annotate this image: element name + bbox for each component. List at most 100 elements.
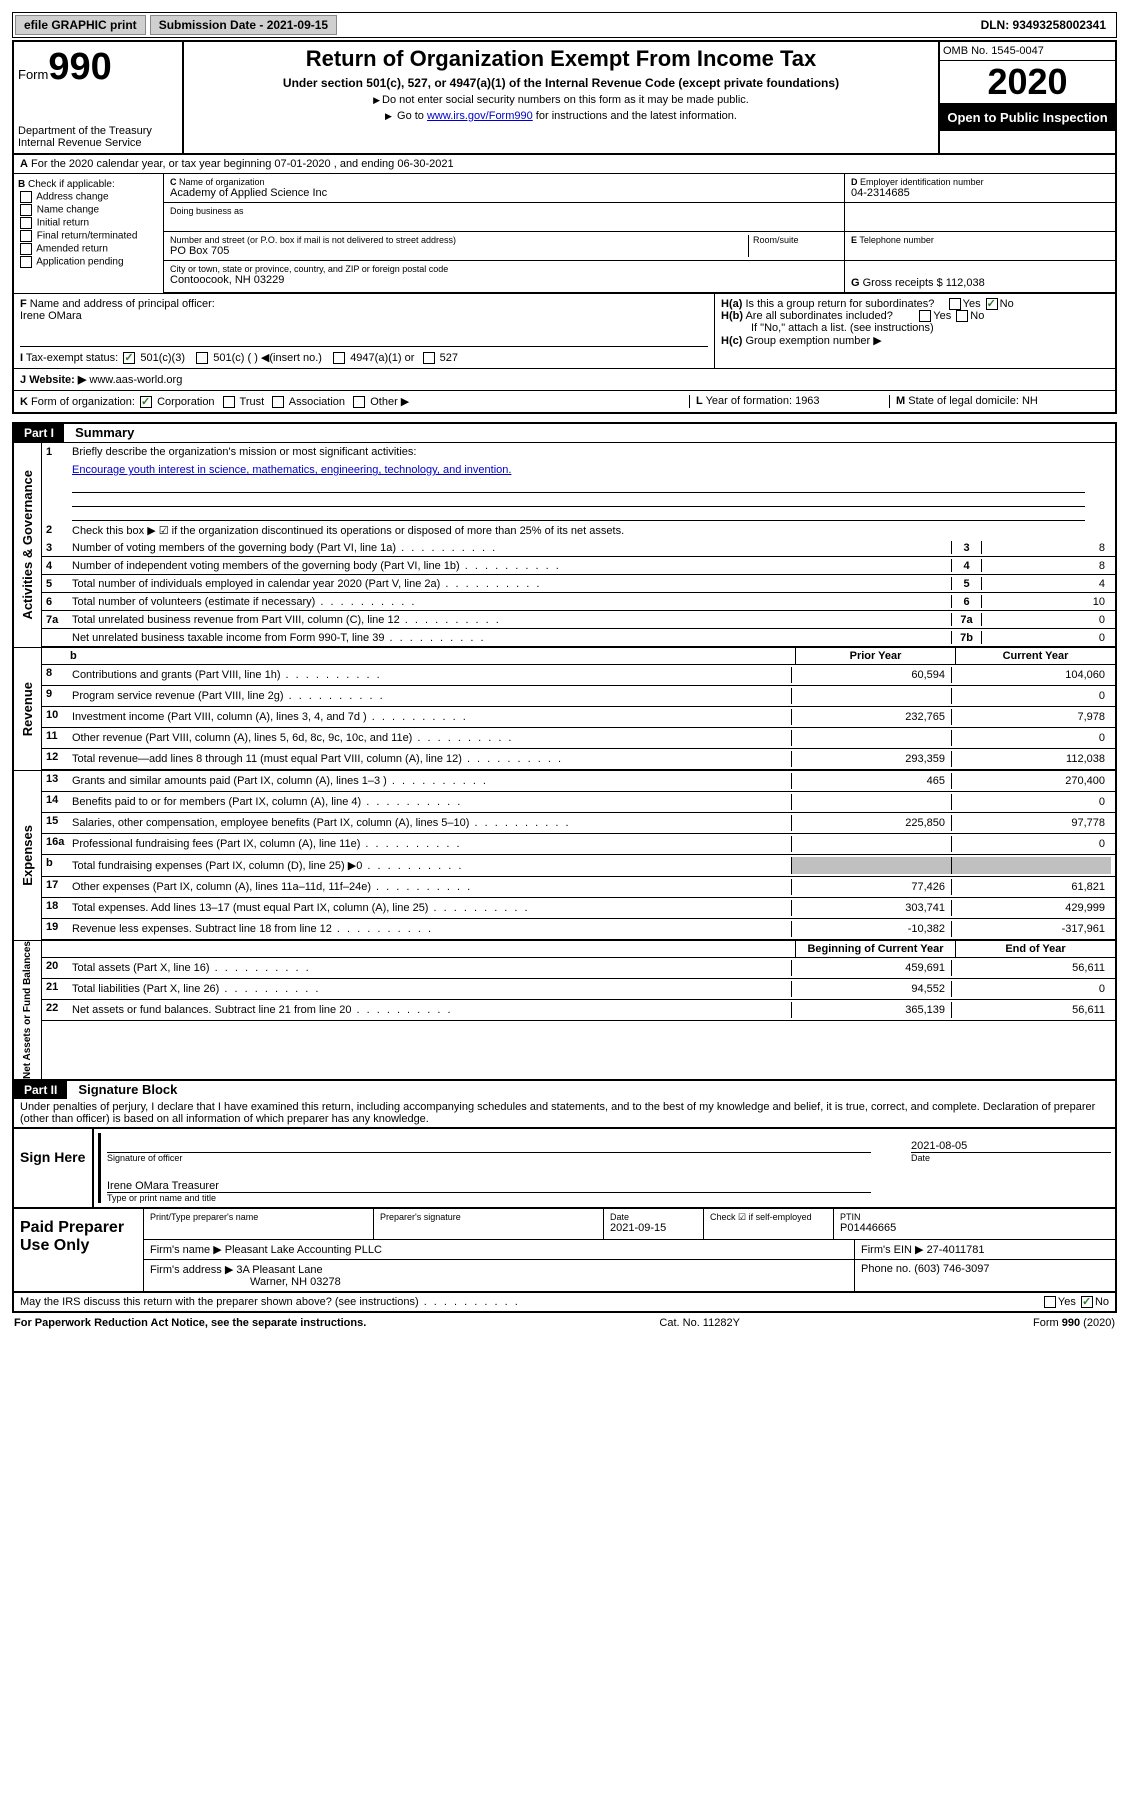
prep-date: 2021-09-15 [610, 1222, 697, 1234]
hdr-begin: Beginning of Current Year [795, 941, 955, 957]
cb-discuss-yes[interactable] [1044, 1296, 1056, 1308]
form-header: Form990 Department of the Treasury Inter… [12, 40, 1117, 155]
checkbox-amended[interactable] [20, 243, 32, 255]
box-b-header: Check if applicable: [28, 179, 115, 190]
footer: For Paperwork Reduction Act Notice, see … [12, 1313, 1117, 1333]
tax-year: 2020 [940, 61, 1115, 104]
hdr-end: End of Year [955, 941, 1115, 957]
cb-4947[interactable] [333, 352, 345, 364]
street-value: PO Box 705 [170, 245, 748, 257]
hdr-current: Current Year [955, 648, 1115, 664]
irs-link[interactable]: www.irs.gov/Form990 [427, 110, 533, 122]
b-opt-4: Amended return [36, 244, 108, 255]
line1-label: Briefly describe the organization's miss… [72, 446, 1111, 458]
checkbox-address[interactable] [20, 191, 32, 203]
l-label: Year of formation: 1963 [706, 395, 820, 407]
ptin-label: PTIN [840, 1212, 1109, 1222]
cb-501c3[interactable] [123, 352, 135, 364]
footer-left: For Paperwork Reduction Act Notice, see … [14, 1317, 366, 1329]
cb-ha-no[interactable] [986, 298, 998, 310]
i-opt-1: 501(c) ( ) ◀(insert no.) [213, 352, 322, 364]
side-assets: Net Assets or Fund Balances [22, 941, 33, 1079]
row-j: J Website: ▶ www.aas-world.org [12, 369, 1117, 391]
room-label: Room/suite [753, 235, 838, 245]
checkbox-name[interactable] [20, 204, 32, 216]
gross-receipts: Gross receipts $ 112,038 [863, 277, 985, 289]
link-note: Go to www.irs.gov/Form990 for instructio… [188, 110, 934, 122]
prep-name-label: Print/Type preparer's name [150, 1212, 367, 1222]
cb-501c[interactable] [196, 352, 208, 364]
efile-button[interactable]: efile GRAPHIC print [15, 15, 146, 35]
row-k: K Form of organization: Corporation Trus… [12, 391, 1117, 414]
assets-section: Net Assets or Fund Balances Beginning of… [12, 940, 1117, 1081]
side-governance: Activities & Governance [20, 470, 35, 620]
footer-mid: Cat. No. 11282Y [659, 1317, 740, 1329]
sign-label: Sign Here [14, 1129, 94, 1207]
prep-date-label: Date [610, 1212, 697, 1222]
firm-ein-label: Firm's EIN ▶ [861, 1244, 924, 1256]
hb-yes: Yes [933, 310, 951, 322]
cb-ha-yes[interactable] [949, 298, 961, 310]
b-opt-0: Address change [36, 192, 108, 203]
k-opt-1: Trust [240, 396, 265, 408]
prep-sig-label: Preparer's signature [380, 1212, 597, 1222]
ha-no: No [1000, 298, 1014, 310]
j-label: Website: ▶ [29, 374, 86, 386]
form-number: 990 [48, 46, 111, 88]
top-bar: efile GRAPHIC print Submission Date - 20… [12, 12, 1117, 38]
firm-name: Pleasant Lake Accounting PLLC [225, 1244, 382, 1256]
form-label: Form [18, 67, 48, 82]
row-a-text: For the 2020 calendar year, or tax year … [31, 158, 454, 170]
section-bcd: B Check if applicable: Address change Na… [12, 174, 1117, 293]
hdr-prior: Prior Year [795, 648, 955, 664]
checkbox-final[interactable] [20, 230, 32, 242]
sign-block: Sign Here Signature of officer Irene OMa… [12, 1127, 1117, 1209]
expenses-section: Expenses 13Grants and similar amounts pa… [12, 770, 1117, 940]
b-opt-2: Initial return [37, 218, 89, 229]
sig-name: Irene OMara Treasurer [107, 1180, 219, 1192]
side-revenue: Revenue [20, 682, 35, 736]
note2-pre: Go to [397, 110, 427, 122]
row-fgh: F Name and address of principal officer:… [12, 293, 1117, 369]
form-title: Return of Organization Exempt From Incom… [188, 46, 934, 72]
ha-yes: Yes [963, 298, 981, 310]
dba-label: Doing business as [170, 206, 838, 216]
firm-addr1: 3A Pleasant Lane [236, 1264, 322, 1276]
prep-check-label: Check ☑ if self-employed [710, 1212, 827, 1223]
cb-hb-yes[interactable] [919, 310, 931, 322]
firm-name-label: Firm's name ▶ [150, 1244, 222, 1256]
city-value: Contoocook, NH 03229 [170, 274, 838, 286]
checkbox-pending[interactable] [20, 256, 32, 268]
sig-date: 2021-08-05 [911, 1140, 967, 1152]
part2-header-row: Part II Signature Block [12, 1081, 1117, 1099]
b-opt-3: Final return/terminated [37, 231, 138, 242]
street-label: Number and street (or P.O. box if mail i… [170, 235, 748, 245]
hc-label: Group exemption number ▶ [745, 335, 881, 347]
cb-other[interactable] [353, 396, 365, 408]
inspection-label: Open to Public Inspection [940, 104, 1115, 131]
cb-trust[interactable] [223, 396, 235, 408]
i-opt-2: 4947(a)(1) or [350, 352, 414, 364]
discuss-text: May the IRS discuss this return with the… [20, 1296, 1042, 1308]
ein-value: 04-2314685 [851, 187, 1109, 199]
b-opt-1: Name change [37, 205, 99, 216]
revenue-section: Revenue bPrior YearCurrent Year 8Contrib… [12, 647, 1117, 770]
cb-527[interactable] [423, 352, 435, 364]
f-label: Name and address of principal officer: [30, 298, 215, 310]
d-ein-label: Employer identification number [860, 177, 984, 187]
part1-badge: Part I [14, 424, 64, 442]
k-label: Form of organization: [31, 396, 135, 408]
cb-assoc[interactable] [272, 396, 284, 408]
preparer-block: Paid Preparer Use Only Print/Type prepar… [12, 1209, 1117, 1293]
part1-header-row: Part I Summary [12, 422, 1117, 442]
cb-discuss-no[interactable] [1081, 1296, 1093, 1308]
checkbox-initial[interactable] [20, 217, 32, 229]
k-opt-0: Corporation [157, 396, 214, 408]
mission-text[interactable]: Encourage youth interest in science, mat… [72, 464, 511, 476]
cb-corp[interactable] [140, 396, 152, 408]
footer-right: Form 990 (2020) [1033, 1317, 1115, 1329]
i-label: Tax-exempt status: [26, 352, 118, 364]
cb-hb-no[interactable] [956, 310, 968, 322]
b-opt-5: Application pending [36, 257, 123, 268]
hb-label: Are all subordinates included? [745, 310, 892, 322]
